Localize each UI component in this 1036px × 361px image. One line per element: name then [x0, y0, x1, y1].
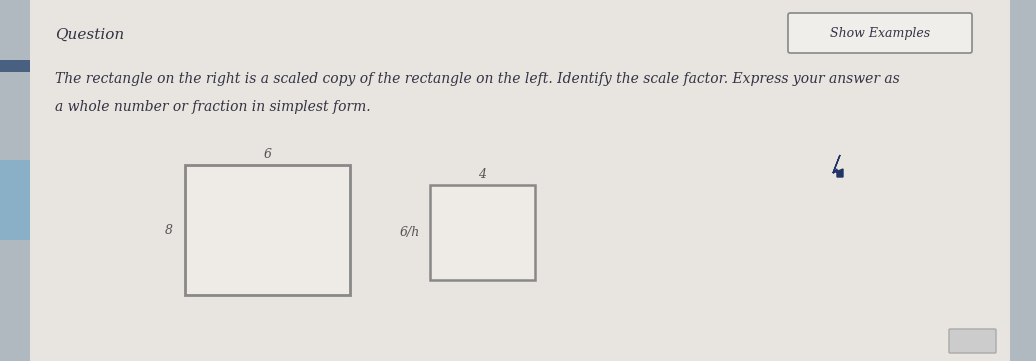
Polygon shape: [833, 155, 843, 177]
Bar: [0, 0, 30, 361]
Text: a whole number or fraction in simplest form.: a whole number or fraction in simplest f…: [55, 100, 371, 114]
Bar: [185, 165, 350, 295]
Text: 6/h: 6/h: [400, 226, 420, 239]
Text: Show Examples: Show Examples: [830, 26, 930, 39]
FancyBboxPatch shape: [949, 329, 996, 353]
Text: 8: 8: [165, 223, 173, 236]
Text: Question: Question: [55, 28, 124, 42]
Bar: [430, 185, 535, 280]
Text: 4: 4: [479, 169, 487, 182]
Bar: [1010, 0, 1036, 361]
FancyBboxPatch shape: [788, 13, 972, 53]
Bar: [0, 60, 30, 72]
Text: The rectangle on the right is a scaled copy of the rectangle on the left. Identi: The rectangle on the right is a scaled c…: [55, 72, 899, 86]
Bar: [0, 160, 30, 240]
Text: 6: 6: [263, 148, 271, 161]
